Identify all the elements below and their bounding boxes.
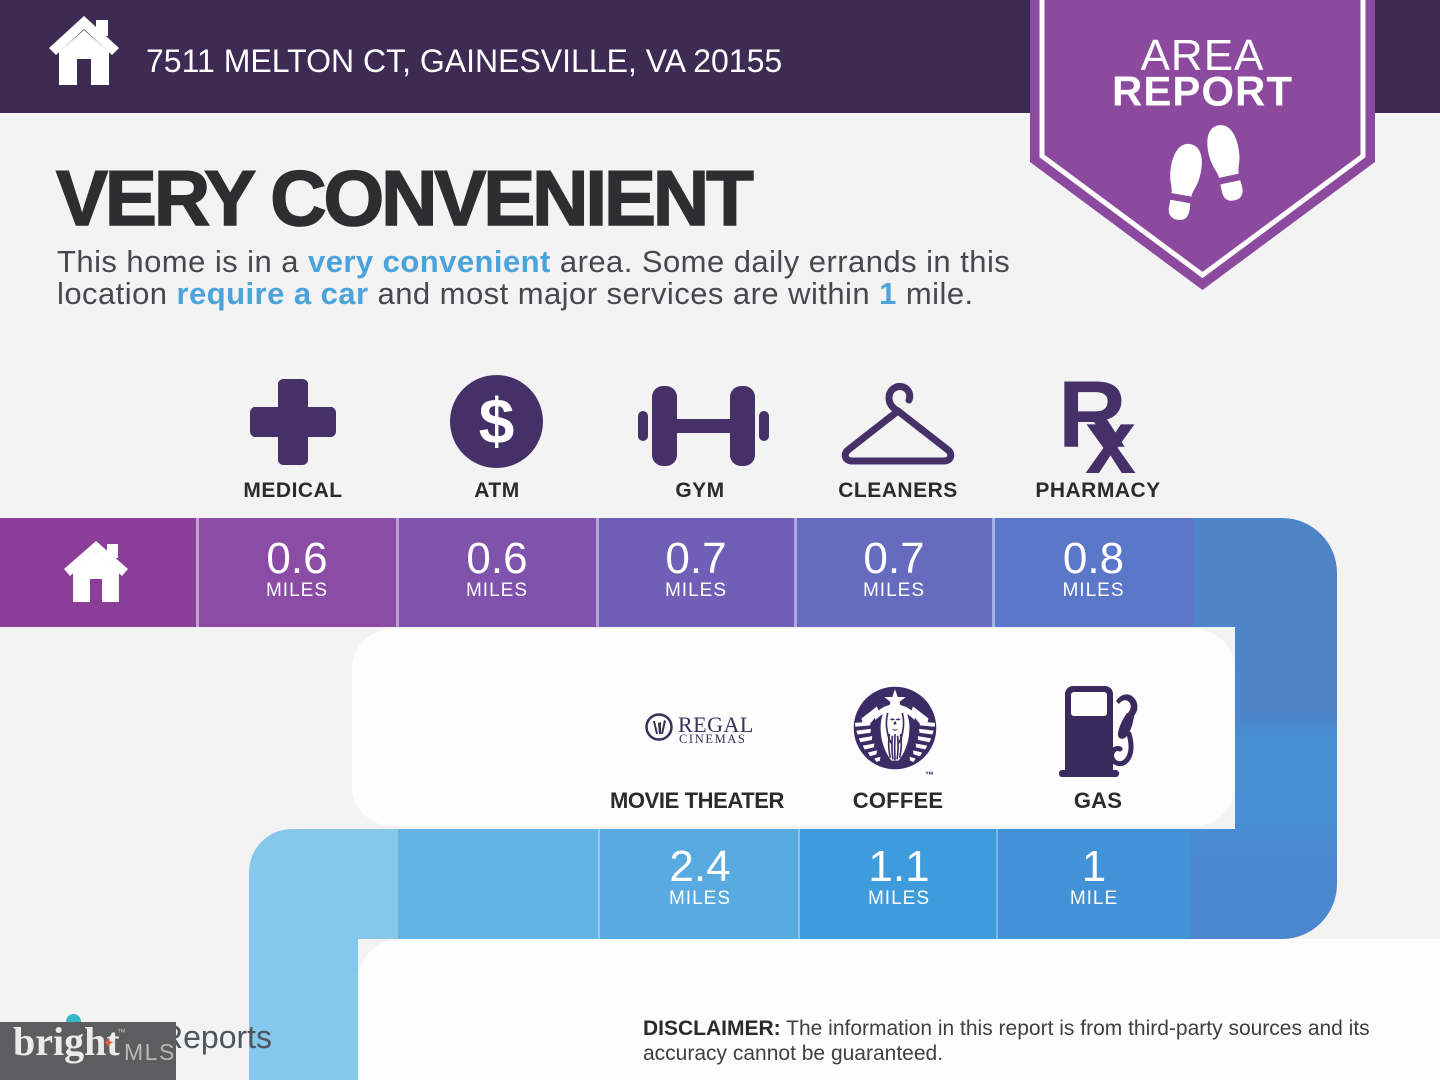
svg-text:AREA: AREA	[1141, 31, 1265, 80]
svg-text:REPORT: REPORT	[1112, 68, 1293, 115]
svg-text:R: R	[1058, 370, 1127, 468]
svg-text:x: x	[1085, 391, 1136, 480]
